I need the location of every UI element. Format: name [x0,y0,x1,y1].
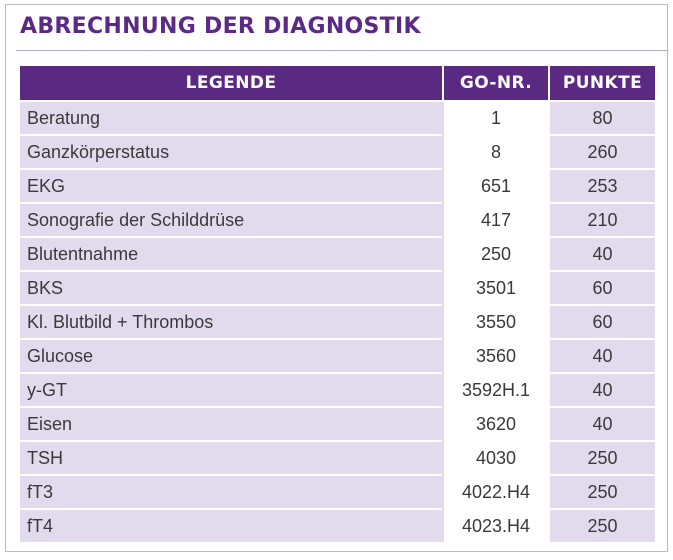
cell-go-nr: 417 [442,202,549,237]
cell-legende: Beratung [20,100,443,135]
table-row: y-GT 3592H.1 40 [20,372,655,407]
table-row: Blutentnahme 250 40 [20,236,655,271]
cell-go-nr: 250 [442,236,549,271]
cell-legende: TSH [20,440,443,475]
cell-punkte: 40 [548,406,655,441]
cell-legende: fT3 [20,474,443,509]
table-row: Glucose 3560 40 [20,338,655,373]
table-row: fT3 4022.H4 250 [20,474,655,509]
cell-go-nr: 8 [442,134,549,169]
cell-go-nr: 3592H.1 [442,372,549,407]
table-row: Eisen 3620 40 [20,406,655,441]
cell-punkte: 40 [548,338,655,373]
cell-go-nr: 3501 [442,270,549,305]
cell-punkte: 40 [548,372,655,407]
cell-legende: Sonografie der Schilddrüse [20,202,443,237]
page-frame [5,4,668,552]
column-header-go-nr: GO-NR. [442,66,549,101]
cell-punkte: 250 [548,474,655,509]
table-header-row: LEGENDE GO-NR. PUNKTE [20,66,655,101]
cell-legende: Glucose [20,338,443,373]
cell-go-nr: 3550 [442,304,549,339]
cell-legende: BKS [20,270,443,305]
cell-punkte: 40 [548,236,655,271]
cell-legende: Blutentnahme [20,236,443,271]
cell-punkte: 260 [548,134,655,169]
table-row: fT4 4023.H4 250 [20,508,655,542]
cell-go-nr: 651 [442,168,549,203]
cell-punkte: 253 [548,168,655,203]
cell-legende: y-GT [20,372,443,407]
table-row: Beratung 1 80 [20,100,655,135]
cell-legende: EKG [20,168,443,203]
column-header-punkte: PUNKTE [548,66,655,101]
table-row: Ganzkörperstatus 8 260 [20,134,655,169]
page-title: ABRECHNUNG DER DIAGNOSTIK [20,14,421,39]
cell-legende: fT4 [20,508,443,542]
cell-legende: Ganzkörperstatus [20,134,443,169]
cell-punkte: 210 [548,202,655,237]
table-body: Beratung 1 80 Ganzkörperstatus 8 260 EKG 651 253… [20,100,655,542]
billing-table: LEGENDE GO-NR. PUNKTE Beratung 1 80 Ganzkör… [20,66,655,542]
cell-punkte: 60 [548,270,655,305]
cell-punkte: 250 [548,508,655,542]
cell-punkte: 60 [548,304,655,339]
table-row: EKG 651 253 [20,168,655,203]
cell-go-nr: 3560 [442,338,549,373]
cell-go-nr: 1 [442,100,549,135]
cell-go-nr: 4022.H4 [442,474,549,509]
cell-legende: Kl. Blutbild + Thrombos [20,304,443,339]
table-row: Kl. Blutbild + Thrombos 3550 60 [20,304,655,339]
cell-punkte: 250 [548,440,655,475]
table-row: TSH 4030 250 [20,440,655,475]
cell-go-nr: 3620 [442,406,549,441]
cell-go-nr: 4023.H4 [442,508,549,542]
table-row: BKS 3501 60 [20,270,655,305]
cell-legende: Eisen [20,406,443,441]
title-divider [16,50,667,51]
cell-punkte: 80 [548,100,655,135]
table-row: Sonografie der Schilddrüse 417 210 [20,202,655,237]
column-header-legende: LEGENDE [20,66,443,101]
cell-go-nr: 4030 [442,440,549,475]
